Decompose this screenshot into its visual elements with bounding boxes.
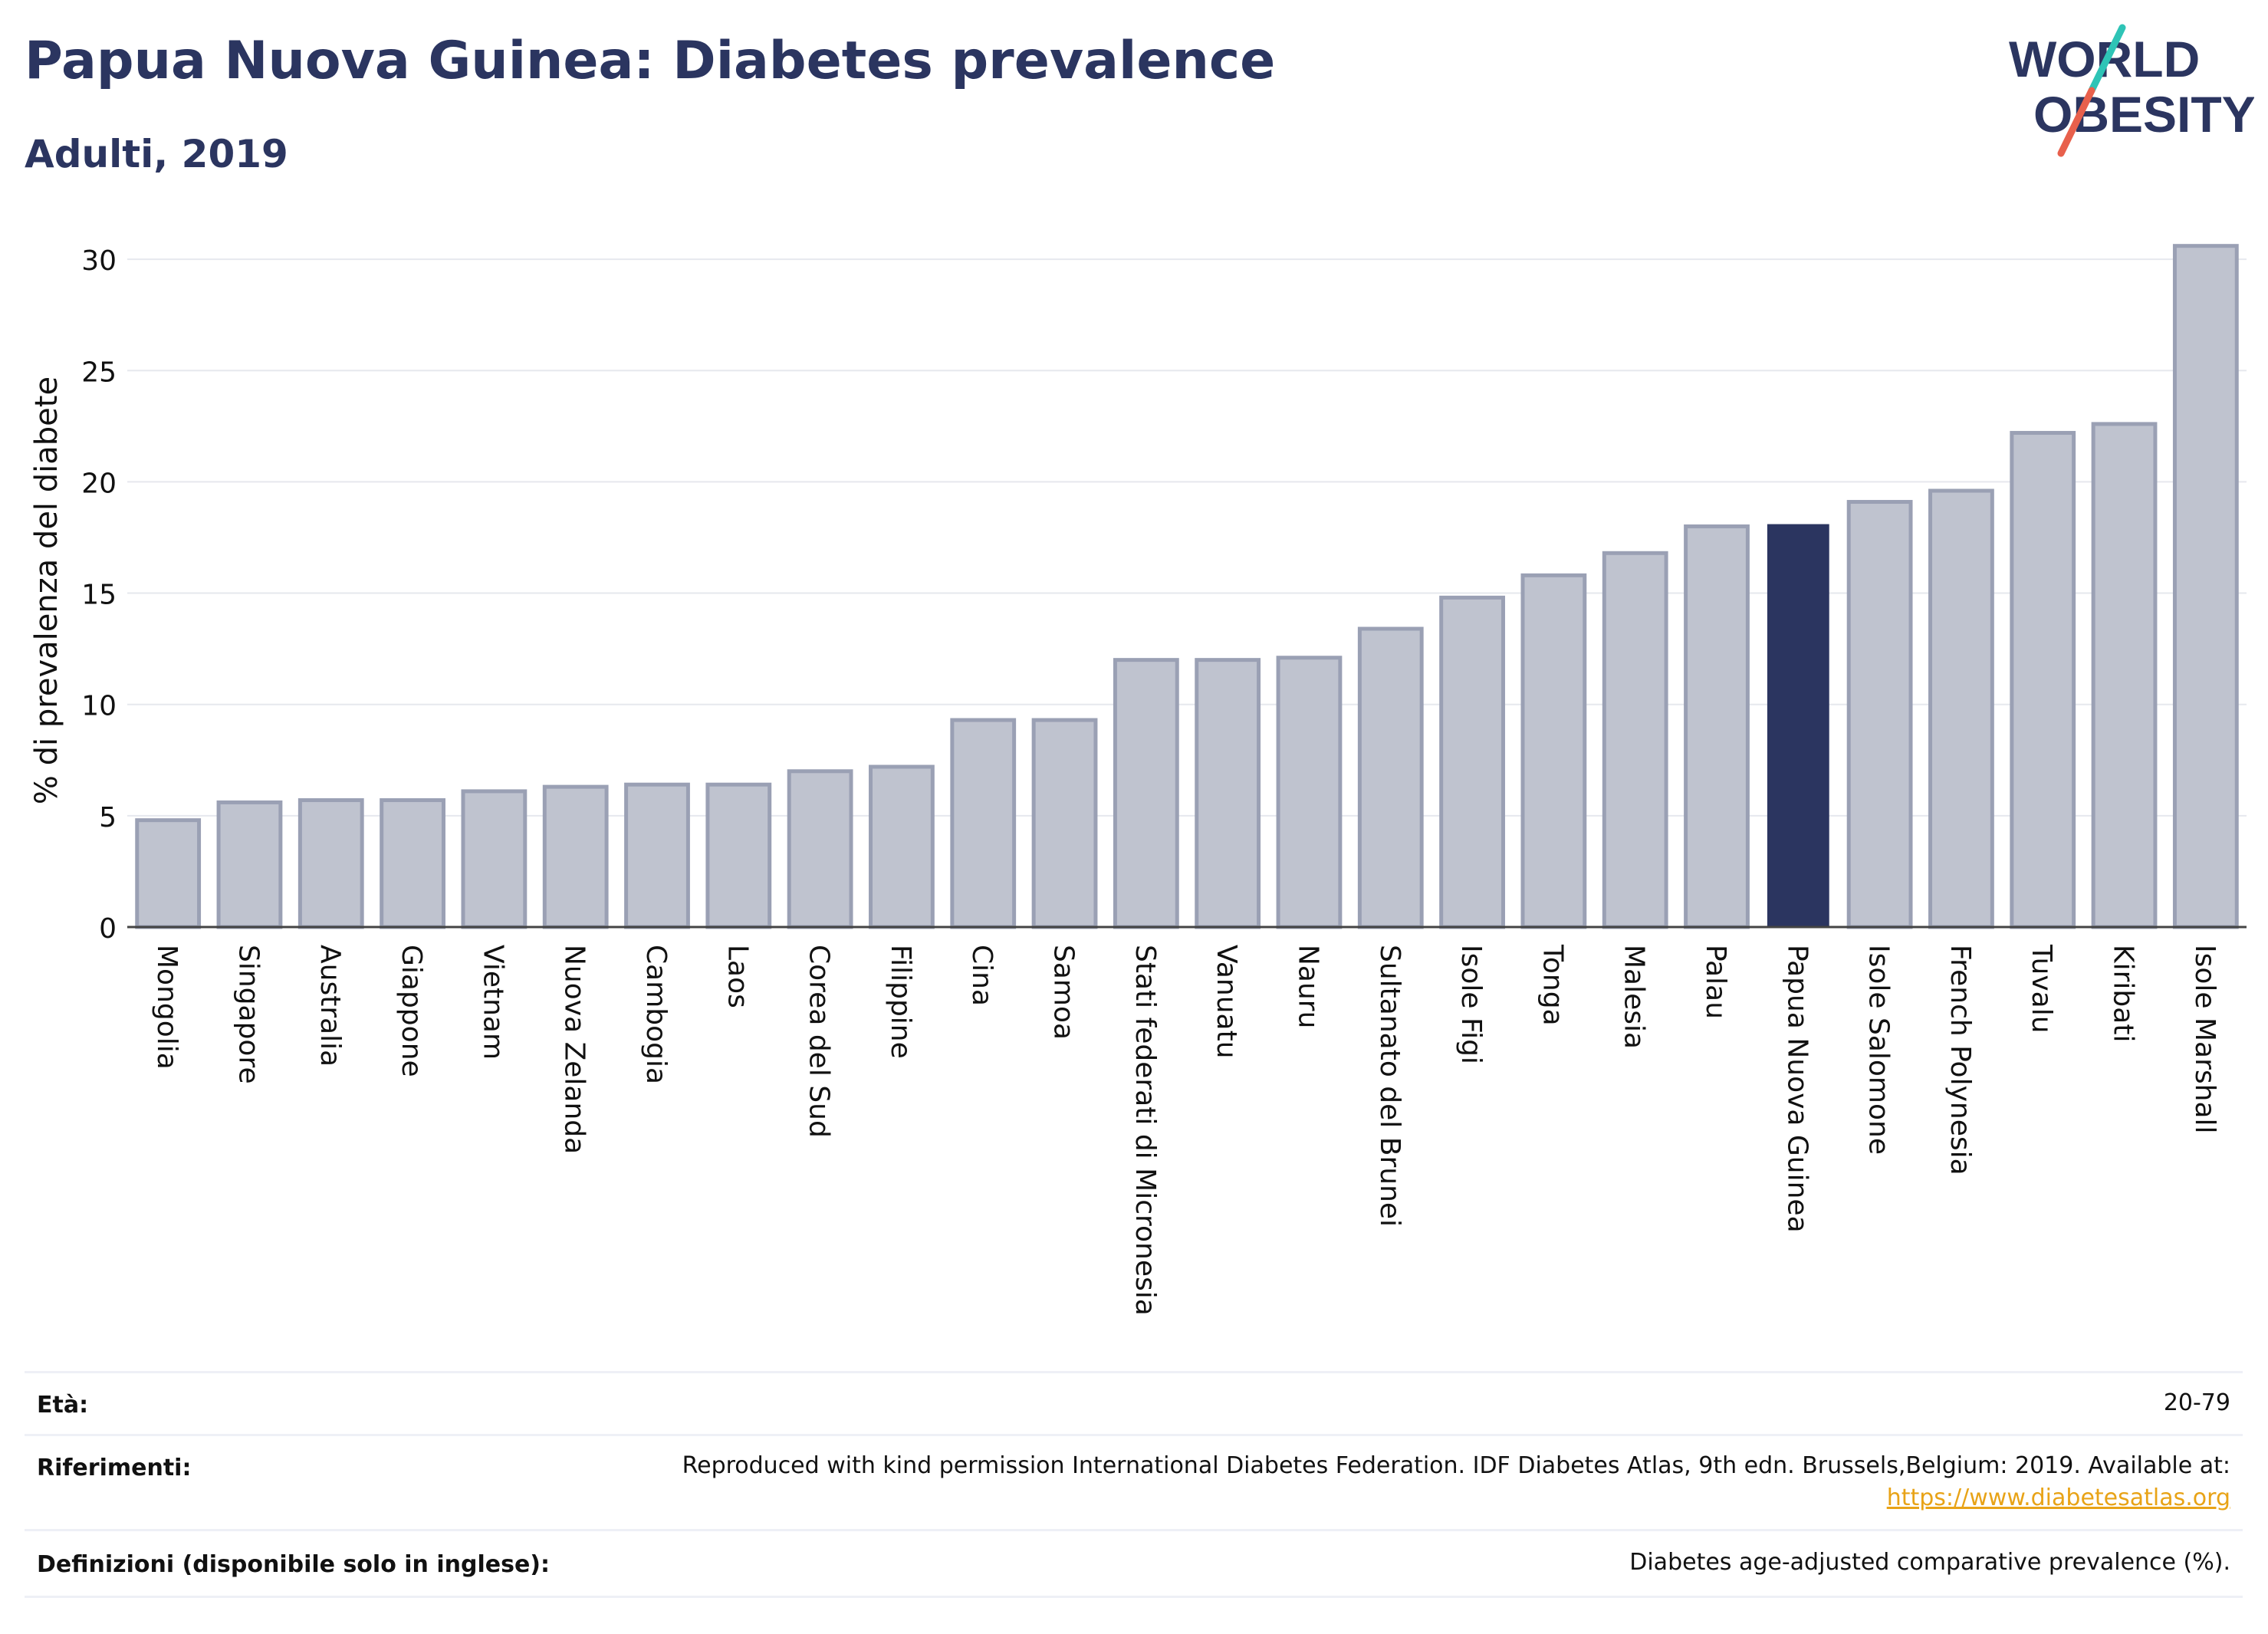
x-tick-labels: Mongolia Singapore Australia Giappone Vietna… [151,944,2220,1316]
x-tick-label: Australia [314,945,346,1067]
bar-tonga [1520,573,1587,929]
bar-corea-del-sud [787,769,853,929]
bar-papua-nuova-guinea [1767,524,1829,927]
y-tick-label: 30 [81,245,117,277]
y-tick-label: 0 [99,913,117,945]
y-axis-label: % di prevalenza del diabete [29,376,64,804]
x-tick-label: Isole Marshall [2189,945,2220,1134]
x-tick-label: Isole Salomone [1863,945,1895,1155]
x-tick-label: Nauru [1292,945,1323,1028]
chart-subtitle: Adulti, 2019 [25,132,288,176]
x-tick-label: Kiribati [2108,945,2139,1042]
bar-kiribati [2091,422,2158,929]
y-tick-labels: 0 5 10 15 20 25 30 [81,245,117,945]
x-tick-label: Palau [1700,945,1731,1019]
info-row-age: Età: 20-79 [25,1371,2243,1436]
x-tick-label: Tuvalu [2026,944,2057,1034]
bar-samoa [1031,718,1098,929]
references-link[interactable]: https://www.diabetesatlas.org [1886,1484,2230,1511]
x-tick-label: Laos [721,945,753,1008]
bar-mongolia [135,818,202,929]
bar-chart: 0 5 10 15 20 25 30 Mongolia Singapore Australia G… [29,244,2247,1316]
y-tick-label: 20 [81,468,117,499]
bar-laos [705,782,772,929]
x-tick-label: Papua Nuova Guinea [1781,945,1813,1233]
y-tick-label: 15 [81,580,117,611]
x-tick-label: Stati federati di Micronesia [1129,945,1161,1316]
bar-french-polynesia [1928,488,1994,929]
bar-singapore [216,800,283,929]
x-tick-label: French Polynesia [1944,945,1976,1175]
x-tick-label: Giappone [396,945,427,1077]
bar-cina [950,718,1017,929]
x-tick-label: Cambogia [640,945,672,1084]
references-label: Riferimenti: [37,1455,192,1481]
bars [135,244,2239,929]
info-row-references: Riferimenti: Reproduced with kind permis… [25,1434,2243,1531]
age-value: 20-79 [2163,1389,2230,1416]
bar-giappone [380,798,445,929]
bar-nauru [1276,656,1343,929]
x-tick-label: Tonga [1537,944,1568,1026]
bar-palau [1684,524,1750,929]
info-row-definitions: Definizioni (disponibile solo in inglese… [25,1529,2243,1598]
bar-isole-salomone [1846,500,1913,929]
y-tick-label: 10 [81,691,117,722]
bar-sultanato-del-brunei [1357,626,1424,929]
definitions-label: Definizioni (disponibile solo in inglese… [37,1551,550,1578]
world-obesity-logo: WORLD OBESITY [2009,24,2254,157]
bar-stati-federati-di-micronesia [1113,658,1179,929]
bar-australia [297,798,364,929]
x-tick-label: Isole Figi [1455,945,1487,1064]
x-tick-label: Sultanato del Brunei [1374,945,1405,1227]
x-tick-label: Singapore [232,945,264,1084]
x-tick-label: Samoa [1048,945,1080,1040]
x-tick-label: Corea del Sud [804,945,835,1138]
bar-isole-figi [1439,595,1505,929]
bar-malesia [1602,551,1668,929]
bar-vanuatu [1195,658,1261,929]
bar-tuvalu [2010,431,2076,929]
x-tick-label: Malesia [1619,945,1650,1049]
y-tick-label: 25 [81,357,117,388]
x-tick-label: Mongolia [151,945,182,1070]
age-label: Età: [37,1392,89,1419]
bar-cambogia [624,782,690,929]
y-tick-label: 5 [99,802,117,833]
chart-title: Papua Nuova Guinea: Diabetes prevalence [25,31,1276,91]
bar-vietnam [461,789,528,929]
bar-nuova-zelanda [542,784,609,929]
x-tick-label: Nuova Zelanda [559,945,590,1154]
definitions-value: Diabetes age-adjusted comparative preval… [1629,1549,2230,1576]
references-text: Reproduced with kind permission Internat… [682,1452,2230,1479]
x-tick-label: Vanuatu [1211,945,1242,1059]
bar-isole-marshall [2172,244,2239,929]
bar-filippine [869,764,935,929]
x-tick-label: Cina [966,945,998,1006]
x-tick-label: Vietnam [477,945,508,1060]
x-tick-label: Filippine [885,945,916,1059]
